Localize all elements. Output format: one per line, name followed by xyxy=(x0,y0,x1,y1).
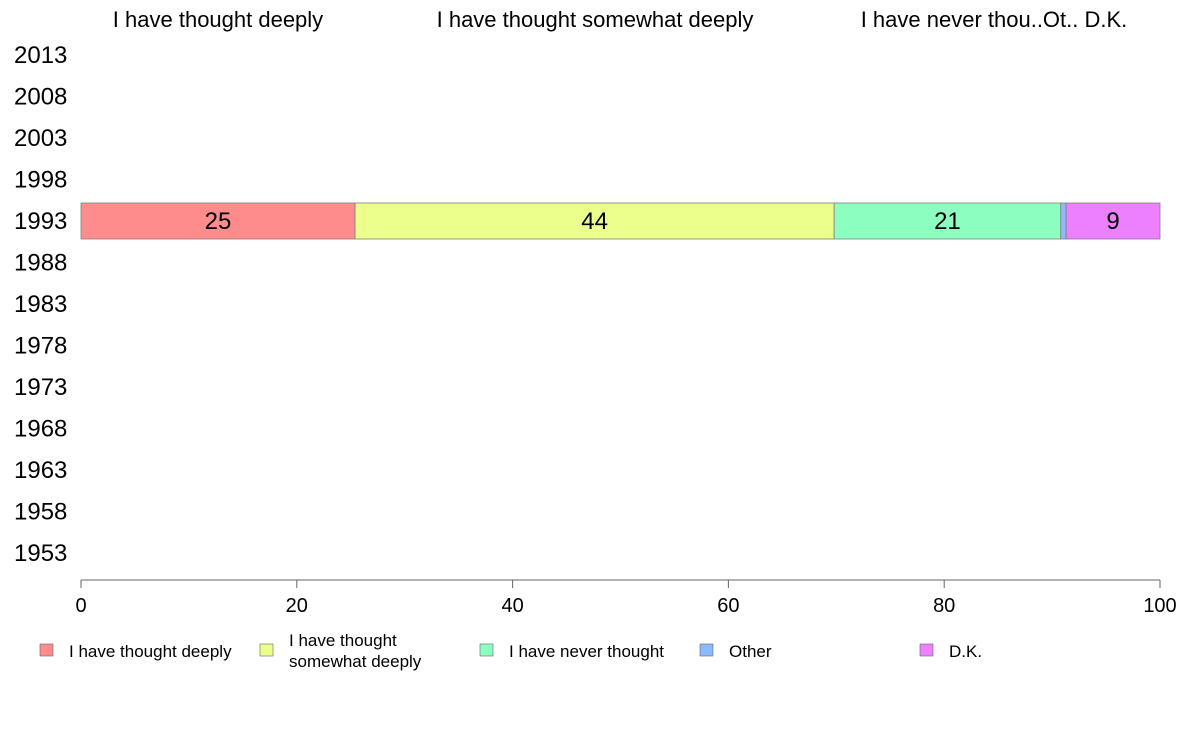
bar-segment xyxy=(1060,202,1067,240)
bar-segment xyxy=(833,202,1062,240)
x-tick-label: 40 xyxy=(501,595,523,617)
bar-value-label: 44 xyxy=(581,208,608,235)
legend-label: Other xyxy=(729,642,772,661)
y-tick-label: 2013 xyxy=(14,42,67,69)
bar-segment xyxy=(354,202,835,240)
legend-swatch xyxy=(479,643,494,657)
y-tick-label: 1958 xyxy=(14,499,67,526)
bar-value-label: 9 xyxy=(1106,208,1119,235)
y-tick-label: 1988 xyxy=(14,250,67,277)
column-header-label: I have thought deeply xyxy=(113,7,323,32)
y-tick-label: 1963 xyxy=(14,457,67,484)
y-tick-label: 2003 xyxy=(14,125,67,152)
bar-segment xyxy=(1065,202,1161,240)
y-tick-label: 1968 xyxy=(14,416,67,443)
column-header-label: I have thought somewhat deeply xyxy=(437,7,754,32)
x-tick-label: 80 xyxy=(933,595,955,617)
y-tick-label: 1998 xyxy=(14,167,67,194)
legend-label: somewhat deeply xyxy=(289,652,422,671)
legend-swatch xyxy=(39,643,54,657)
y-tick-label: 1978 xyxy=(14,333,67,360)
legend-swatch xyxy=(919,643,934,657)
column-header-label: I have never thou..Ot.. D.K. xyxy=(861,7,1128,32)
y-tick-label: 1993 xyxy=(14,208,67,235)
legend-label: D.K. xyxy=(949,642,982,661)
legend-label: I have thought xyxy=(289,631,397,650)
y-tick-label: 1973 xyxy=(14,374,67,401)
legend-swatch xyxy=(699,643,714,657)
x-tick-label: 100 xyxy=(1143,595,1176,617)
bar-value-label: 25 xyxy=(205,208,232,235)
legend-label: I have never thought xyxy=(509,642,664,661)
legend: I have thought deeply I have thought somew… xyxy=(39,631,982,671)
bars: 25 44 21 9 xyxy=(80,202,1161,240)
legend-swatch xyxy=(259,643,274,657)
x-tick-label: 20 xyxy=(286,595,308,617)
y-axis-category-labels: 2013 2008 2003 1998 1993 1988 1983 1978 1973 1968… xyxy=(14,42,67,567)
x-tick-label: 0 xyxy=(75,595,86,617)
x-axis: 0 20 40 60 80 100 xyxy=(75,579,1177,617)
bar-value-label: 21 xyxy=(934,208,961,235)
bar-segment xyxy=(80,202,356,240)
legend-label: I have thought deeply xyxy=(69,642,232,661)
x-tick-label: 60 xyxy=(717,595,739,617)
y-tick-label: 2008 xyxy=(14,84,67,111)
y-tick-label: 1983 xyxy=(14,291,67,318)
y-tick-label: 1953 xyxy=(14,540,67,567)
column-header-labels: I have thought deeply I have thought some… xyxy=(113,7,1127,32)
